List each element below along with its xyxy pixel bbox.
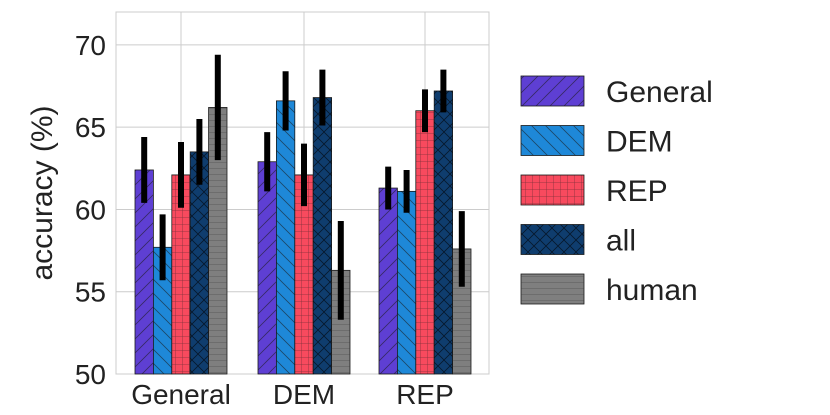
bar-hatch (331, 270, 350, 374)
bar-hatch (190, 151, 209, 374)
legend-swatch-hatch (521, 274, 584, 304)
bar-hatch (153, 247, 172, 374)
x-tick-label: REP (396, 379, 454, 410)
y-tick-label: 70 (75, 30, 106, 61)
legend-label: General (606, 76, 713, 109)
legend-swatch-hatch (521, 224, 584, 255)
bar-hatch (379, 188, 398, 374)
legend-label: human (606, 274, 698, 307)
legend-swatch-hatch (521, 175, 584, 205)
y-tick-label: 55 (75, 277, 106, 308)
legend-swatch-hatch (521, 125, 584, 156)
bar-hatch (294, 174, 314, 374)
y-axis-label: accuracy (%) (26, 105, 59, 280)
legend-label: DEM (606, 126, 673, 159)
bar-hatch (171, 174, 191, 374)
legend-label: REP (606, 175, 668, 208)
bar-hatch (397, 191, 416, 374)
y-tick-label: 65 (75, 112, 106, 143)
legend-swatch-hatch (521, 76, 584, 106)
bar-hatch (313, 97, 332, 375)
y-tick-label: 60 (75, 194, 106, 225)
bar-hatch (135, 169, 154, 374)
x-tick-labels: General DEM REP (131, 379, 454, 410)
bars (134, 90, 472, 375)
bar-hatch (258, 161, 277, 374)
legend-label: all (606, 225, 636, 258)
bar-hatch (208, 107, 227, 374)
legend: General DEM REP all human (520, 75, 713, 307)
bar-hatch (415, 110, 435, 375)
bar-hatch (276, 100, 295, 374)
bar-hatch (452, 248, 471, 374)
y-tick-labels: 50 55 60 65 70 (75, 30, 106, 390)
y-tick-label: 50 (75, 359, 106, 390)
bar-hatch (434, 90, 453, 375)
error-bars (141, 54, 465, 320)
x-tick-label: General (131, 379, 231, 410)
x-tick-label: DEM (273, 379, 335, 410)
